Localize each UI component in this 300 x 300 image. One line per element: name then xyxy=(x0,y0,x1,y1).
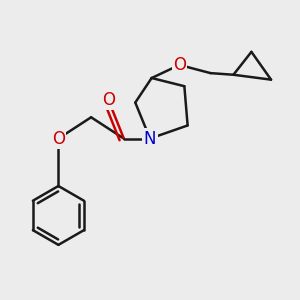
Text: O: O xyxy=(173,56,186,74)
Text: O: O xyxy=(103,91,116,109)
Text: O: O xyxy=(52,130,65,148)
Text: N: N xyxy=(144,130,156,148)
